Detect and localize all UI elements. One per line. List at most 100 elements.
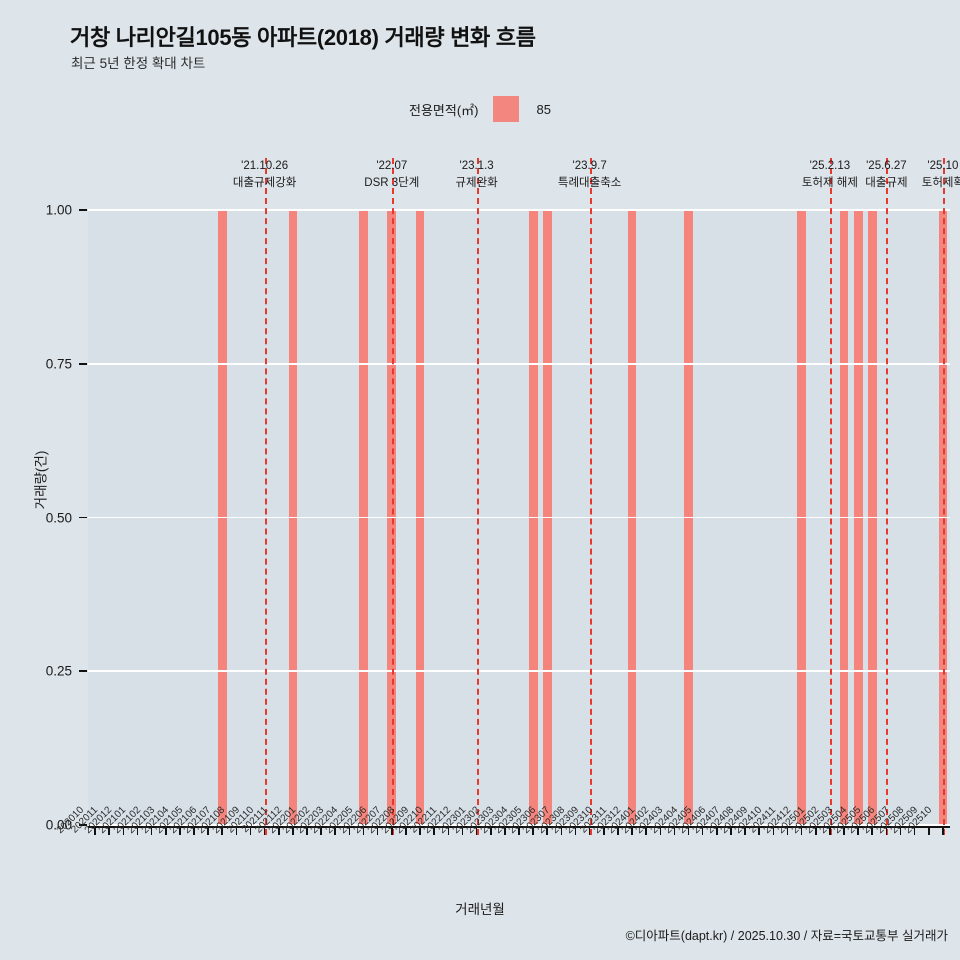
plot-area bbox=[88, 209, 950, 826]
x-tick-mark bbox=[249, 826, 252, 835]
x-tick-mark bbox=[207, 826, 209, 835]
x-tick-mark bbox=[772, 826, 775, 835]
x-tick-mark bbox=[800, 826, 803, 835]
chart-title: 거창 나리안길105동 아파트(2018) 거래량 변화 흐름 bbox=[70, 25, 536, 50]
x-tick-mark bbox=[320, 826, 322, 835]
annotation-text: 대출규제강화 bbox=[232, 176, 297, 189]
x-tick-mark bbox=[843, 826, 845, 835]
y-tick-label: 0.75 bbox=[45, 356, 72, 372]
x-tick-mark bbox=[405, 826, 407, 835]
x-tick-mark bbox=[235, 826, 238, 835]
annotation-label: '25.10 토허제확 bbox=[883, 158, 960, 191]
x-tick-mark bbox=[433, 826, 435, 835]
x-tick-mark bbox=[673, 826, 676, 835]
y-tick-label: 0.00 bbox=[45, 817, 72, 833]
gridline bbox=[88, 824, 950, 826]
x-tick-mark bbox=[419, 826, 421, 835]
y-tick-label: 1.00 bbox=[45, 202, 72, 218]
annotation-date: '21.10.26 bbox=[241, 160, 289, 172]
x-tick-mark bbox=[362, 826, 365, 835]
x-tick-mark bbox=[871, 826, 874, 835]
y-tick-mark bbox=[79, 209, 87, 211]
annotation-date: '23.9.7 bbox=[572, 160, 607, 172]
x-tick-mark bbox=[716, 826, 718, 835]
x-tick-mark bbox=[518, 826, 520, 835]
x-tick-mark bbox=[885, 826, 888, 835]
x-tick-mark bbox=[546, 826, 549, 835]
x-tick-mark bbox=[150, 826, 153, 835]
x-axis-title: 거래년월 bbox=[455, 902, 505, 917]
x-tick-mark bbox=[489, 826, 492, 835]
x-tick-mark bbox=[263, 826, 266, 835]
x-tick-mark bbox=[504, 826, 506, 835]
x-tick-mark bbox=[617, 826, 619, 835]
gridline bbox=[88, 362, 950, 365]
x-tick-mark bbox=[348, 826, 351, 835]
annotation-label: '25.2.13 토허제 해제 bbox=[770, 158, 890, 191]
annotation-label: '23.1.3 규제완화 bbox=[417, 158, 537, 191]
x-tick-mark bbox=[221, 826, 224, 835]
x-tick-mark bbox=[913, 826, 916, 835]
x-tick-mark bbox=[136, 826, 139, 835]
x-tick-mark bbox=[560, 826, 563, 835]
x-tick-mark bbox=[532, 826, 534, 835]
annotation-text: 토허제확 bbox=[921, 176, 960, 189]
annotation-text: 특례대출축소 bbox=[557, 176, 622, 189]
annotation-date: '23.1.3 bbox=[459, 160, 494, 172]
annotation-label: '22.07 DSR 3단계 bbox=[332, 158, 452, 191]
x-tick-mark bbox=[108, 826, 110, 835]
x-tick-mark bbox=[899, 826, 902, 835]
x-tick-mark bbox=[786, 826, 789, 835]
x-tick-mark bbox=[277, 826, 280, 835]
annotation-label: '21.10.26 대출규제강화 bbox=[205, 158, 325, 191]
x-tick-mark bbox=[447, 826, 450, 835]
x-tick-mark bbox=[645, 826, 647, 835]
x-tick-mark bbox=[292, 826, 294, 835]
legend-swatch-85 bbox=[492, 96, 519, 122]
x-tick-mark bbox=[461, 826, 464, 835]
x-tick-mark bbox=[376, 826, 379, 835]
annotation-label: '23.9.7 특례대출축소 bbox=[530, 158, 650, 191]
x-tick-mark bbox=[701, 826, 704, 835]
legend-label-85: 85 bbox=[536, 101, 551, 117]
gridline bbox=[88, 670, 950, 673]
y-tick-label: 0.50 bbox=[45, 510, 72, 525]
annotation-date: '25.10 bbox=[927, 160, 959, 172]
y-tick-mark bbox=[79, 362, 87, 365]
x-tick-mark bbox=[391, 826, 393, 835]
x-tick-mark bbox=[164, 826, 167, 835]
x-tick-mark bbox=[928, 826, 930, 835]
x-tick-mark bbox=[574, 826, 577, 835]
y-axis-title: 거래량(건) bbox=[33, 450, 49, 510]
x-tick-mark bbox=[122, 826, 125, 835]
chart-subtitle: 최근 5년 한정 확대 차트 bbox=[71, 56, 206, 71]
x-tick-mark bbox=[744, 826, 746, 835]
annotation-date: '25.6.27 bbox=[866, 160, 907, 172]
x-tick-mark bbox=[942, 826, 944, 835]
annotation-date: '22.07 bbox=[376, 160, 408, 172]
y-tick-label: 0.25 bbox=[45, 663, 72, 679]
x-tick-mark bbox=[334, 826, 337, 835]
x-tick-mark bbox=[588, 826, 591, 835]
x-tick-mark bbox=[631, 826, 633, 835]
y-tick-mark bbox=[79, 670, 87, 673]
x-tick-mark bbox=[829, 826, 831, 835]
y-tick-mark bbox=[79, 824, 87, 826]
annotation-text: 토허제 해제 bbox=[801, 176, 858, 189]
x-tick-mark bbox=[687, 826, 690, 835]
x-tick-mark bbox=[602, 826, 605, 835]
legend-title: 전용면적(㎡) bbox=[409, 102, 479, 118]
annotation-date: '25.2.13 bbox=[809, 160, 851, 172]
x-tick-mark bbox=[94, 826, 96, 835]
x-tick-mark bbox=[814, 826, 817, 835]
gridline bbox=[88, 516, 950, 519]
footer-credit: ©디아파트(dapt.kr) / 2025.10.30 / 자료=국토교통부 실… bbox=[625, 929, 948, 943]
legend: 전용면적(㎡) 85 bbox=[0, 96, 960, 122]
x-tick-mark bbox=[306, 826, 308, 835]
x-tick-mark bbox=[475, 826, 478, 835]
x-tick-mark bbox=[857, 826, 859, 835]
y-tick-mark bbox=[79, 516, 87, 519]
x-tick-mark bbox=[758, 826, 761, 835]
annotation-text: 대출규제 bbox=[865, 176, 908, 189]
x-tick-mark bbox=[659, 826, 662, 835]
